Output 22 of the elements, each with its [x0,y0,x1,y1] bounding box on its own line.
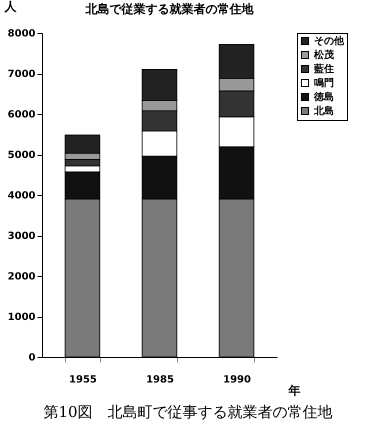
legend-label: 北島 [313,105,334,117]
y-tick-label: 5000 [8,150,36,161]
x-axis-title: 年 [288,384,300,398]
legend-label: 鳴門 [314,77,334,89]
y-axis-title: 人 [4,0,18,14]
legend-label: 徳島 [313,91,334,103]
y-tick-label: 3000 [8,231,36,242]
x-tick-label: 1955 [69,374,97,386]
y-tick-label: 4000 [8,190,36,202]
legend-label: 松茂 [313,49,334,61]
y-tick-label: 1000 [8,312,36,323]
y-tick-label: 0 [28,352,36,364]
x-tick-label: 1990 [223,374,251,386]
y-tick-label: 7000 [8,69,36,80]
legend-label: 藍住 [313,63,334,75]
legend-label: その他 [314,35,345,47]
text: 第10図 北島町で従事する就業者の常住地 [42,403,334,422]
y-tick-label: 6000 [8,110,36,120]
chart-title: 北島で従業する就業者の常住地 [84,2,254,16]
x-tick-label: 1985 [146,374,174,386]
y-tick-label: 2000 [8,272,36,282]
y-tick-label: 8000 [8,28,36,40]
